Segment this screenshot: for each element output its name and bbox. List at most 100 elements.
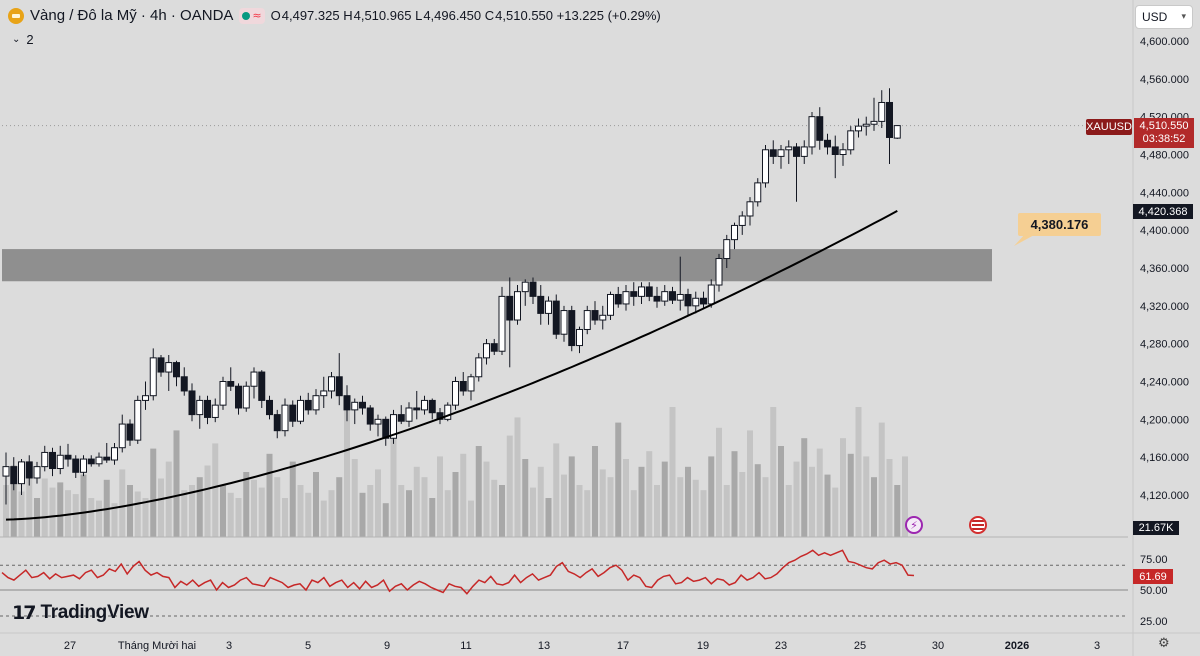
candle-up: [405, 407, 413, 422]
candle-up: [746, 201, 754, 217]
candle-down: [180, 376, 188, 392]
candle-up: [560, 310, 568, 335]
volume-bar: [150, 448, 157, 537]
candle-up: [2, 466, 10, 477]
candle-up: [808, 116, 816, 148]
tradingview-logo[interactable]: 17 TradingView: [12, 602, 149, 624]
candle-up: [878, 101, 886, 122]
candle-up: [893, 125, 901, 139]
candle-up: [622, 291, 630, 305]
candle-down: [669, 291, 676, 301]
status-pill[interactable]: ≈: [239, 7, 265, 24]
time-tick-label: 3: [1094, 640, 1100, 652]
us-flag-event-icon[interactable]: [969, 516, 987, 534]
settings-gear-icon[interactable]: ⚙: [1158, 636, 1170, 651]
volume-bar: [111, 503, 118, 537]
callout-pointer: [1014, 234, 1036, 246]
lightning-event-icon[interactable]: ⚡: [905, 516, 923, 534]
currency-select[interactable]: USD ▾: [1135, 5, 1193, 29]
candle-down: [304, 399, 312, 411]
tradingview-logo-icon: 17: [12, 602, 36, 624]
volume-bar: [770, 407, 777, 537]
volume-bar: [26, 472, 33, 537]
volume-bar: [654, 485, 660, 537]
volume-bar: [840, 438, 846, 537]
volume-bar: [599, 469, 606, 537]
volume-bar: [646, 451, 653, 537]
volume-bar: [809, 466, 815, 537]
time-tick-label: 5: [305, 640, 311, 652]
time-tick-label: 13: [538, 640, 550, 652]
indicator-toggle[interactable]: ⌄ 2: [12, 32, 34, 47]
price-tick-label: 4,160.000: [1140, 452, 1189, 464]
candle-up: [452, 381, 459, 406]
candle-down: [173, 362, 180, 378]
volume-bar: [96, 500, 102, 537]
candle-down: [289, 404, 297, 422]
volume-bar: [158, 478, 164, 537]
volume-bar: [181, 490, 188, 537]
candle-down: [157, 357, 165, 373]
volume-bar: [382, 503, 389, 537]
live-dot-icon: [242, 11, 251, 20]
volume-bar: [747, 430, 753, 537]
candle-down: [273, 414, 281, 432]
rsi-tick-label: 75.00: [1140, 554, 1168, 566]
price-tick-label: 4,200.000: [1140, 414, 1189, 426]
volume-bar: [398, 485, 405, 537]
volume-bar: [18, 491, 25, 537]
volume-bar: [638, 466, 645, 537]
candle-down: [25, 461, 33, 479]
gold-symbol-icon[interactable]: [8, 7, 24, 24]
price-tick-label: 4,320.000: [1140, 301, 1189, 313]
volume-bar: [406, 490, 412, 537]
candle-down: [382, 418, 390, 439]
candle-up: [723, 239, 731, 260]
candle-down: [831, 146, 839, 156]
volume-bar: [173, 430, 180, 537]
resistance-zone: [2, 249, 992, 282]
volume-bar: [251, 479, 257, 537]
candle-down: [235, 385, 242, 409]
volume-bar: [468, 500, 474, 537]
volume-bar: [220, 485, 226, 537]
candle-down: [103, 456, 111, 461]
volume-bar: [754, 464, 761, 537]
volume-bar: [88, 498, 95, 537]
volume-bar: [623, 459, 629, 537]
volume-bar: [506, 435, 513, 537]
candle-up: [731, 224, 738, 241]
volume-bar: [134, 491, 141, 537]
price-tick-label: 4,600.000: [1140, 36, 1189, 48]
candle-up: [281, 404, 289, 432]
candle-up: [242, 385, 250, 409]
volume-bar: [537, 466, 544, 537]
volume-bar: [351, 459, 358, 537]
volume-bar: [460, 453, 467, 537]
candle-up: [785, 146, 793, 151]
candle-up: [320, 390, 328, 397]
volume-bar: [313, 472, 319, 537]
symbol-title[interactable]: Vàng / Đô la Mỹ · 4h · OANDA: [30, 7, 234, 24]
volume-bar: [196, 477, 203, 537]
volume-bar: [72, 494, 79, 537]
volume-bar: [297, 485, 304, 537]
candle-down: [886, 101, 893, 138]
rsi-value-tag: 61.69: [1133, 569, 1173, 584]
candle-up: [661, 291, 669, 302]
candle-down: [653, 295, 661, 302]
ma-value-tag: 4,420.368: [1133, 204, 1193, 219]
volume-bar: [444, 490, 451, 537]
volume-bar: [584, 490, 591, 537]
volume-bar: [41, 478, 48, 537]
volume-bar: [545, 498, 552, 537]
candle-down: [87, 458, 95, 465]
candle-up: [638, 286, 645, 297]
price-callout[interactable]: 4,380.176: [1018, 213, 1101, 236]
volume-bar: [142, 498, 149, 537]
volume-bar: [522, 459, 529, 537]
candle-up: [134, 399, 142, 441]
time-tick-label: 23: [775, 640, 787, 652]
